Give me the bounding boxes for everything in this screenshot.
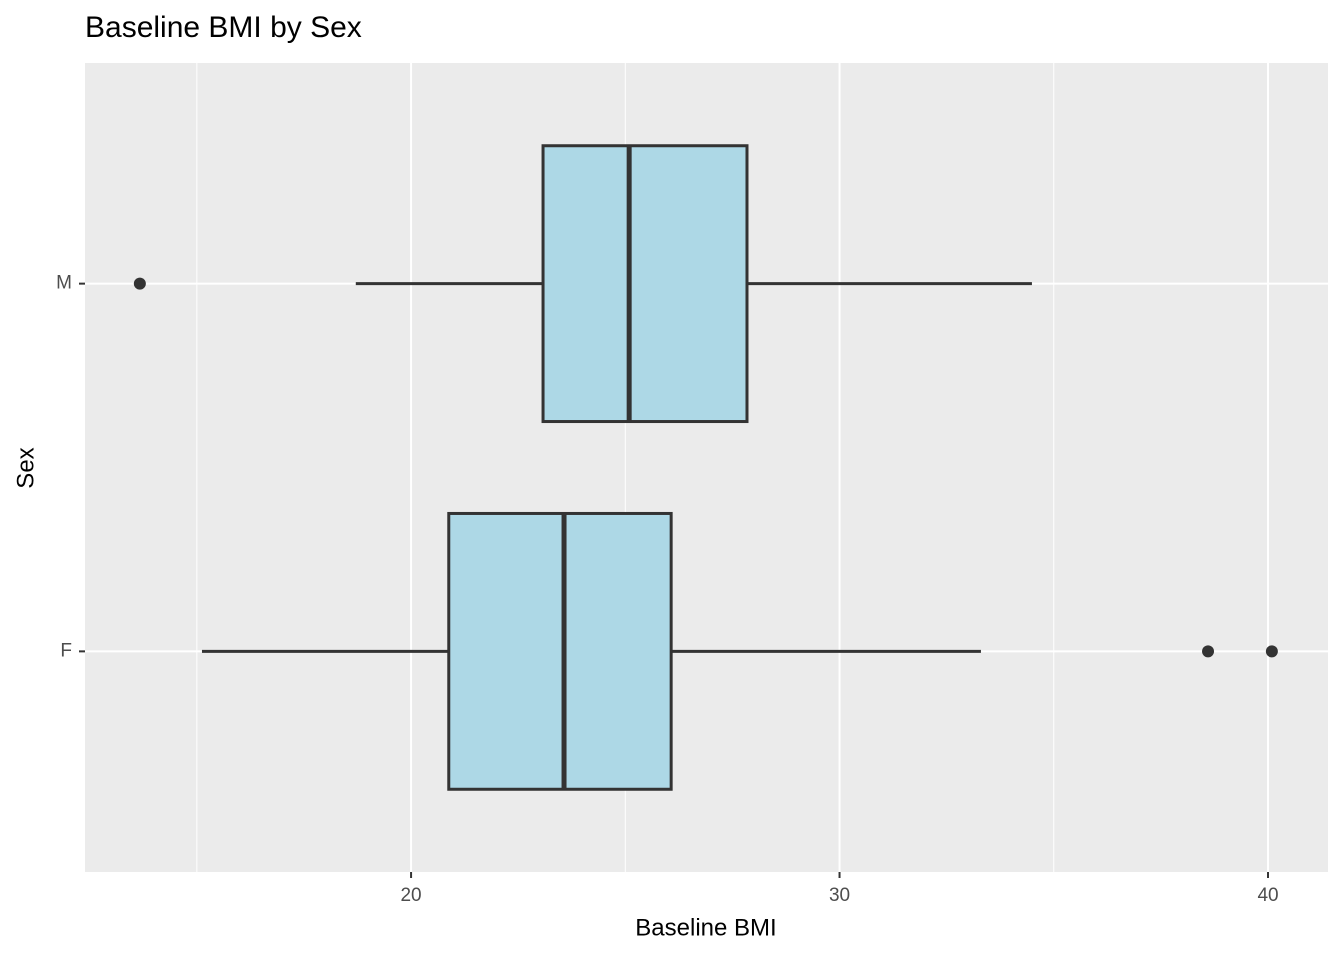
outlier: [1265, 645, 1278, 658]
y-tick-label: M: [56, 273, 72, 294]
y-tick-label: F: [60, 640, 72, 661]
x-axis-title: Baseline BMI: [635, 914, 776, 941]
x-tick-label: 40: [1257, 885, 1278, 906]
outlier: [1202, 645, 1215, 658]
x-tick-label: 30: [829, 885, 850, 906]
y-axis-title: Sex: [12, 447, 39, 488]
x-tick-label: 20: [400, 885, 421, 906]
box: [541, 144, 749, 424]
outlier: [133, 277, 146, 290]
box: [447, 511, 673, 791]
chart-title: Baseline BMI by Sex: [85, 11, 362, 44]
